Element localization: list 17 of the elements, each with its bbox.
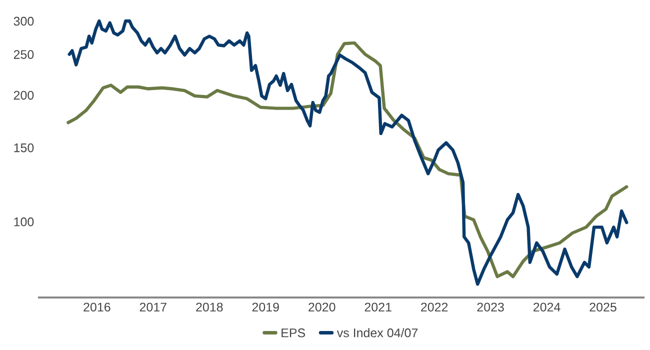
x-tick-label: 2016 (84, 302, 110, 312)
x-tick-label: 2024 (534, 302, 560, 312)
legend-label: vs Index 04/07 (336, 328, 418, 338)
y-tick-label: 250 (14, 50, 34, 59)
x-tick-label: 2022 (421, 302, 448, 312)
y-tick-label: 300 (14, 16, 34, 26)
x-tick-label: 2023 (477, 302, 504, 312)
x-tick-label: 2020 (308, 302, 336, 312)
y-tick-label: 150 (14, 143, 34, 152)
legend-label: EPS (282, 328, 306, 338)
x-tick-label: 2017 (140, 302, 166, 312)
y-tick-label: 200 (14, 90, 34, 100)
y-tick-label: 100 (14, 217, 34, 226)
x-tick-label: 2018 (196, 302, 223, 312)
x-tick-label: 2019 (252, 302, 279, 312)
x-tick-label: 2021 (364, 302, 392, 312)
x-tick-label: 2025 (590, 302, 616, 312)
